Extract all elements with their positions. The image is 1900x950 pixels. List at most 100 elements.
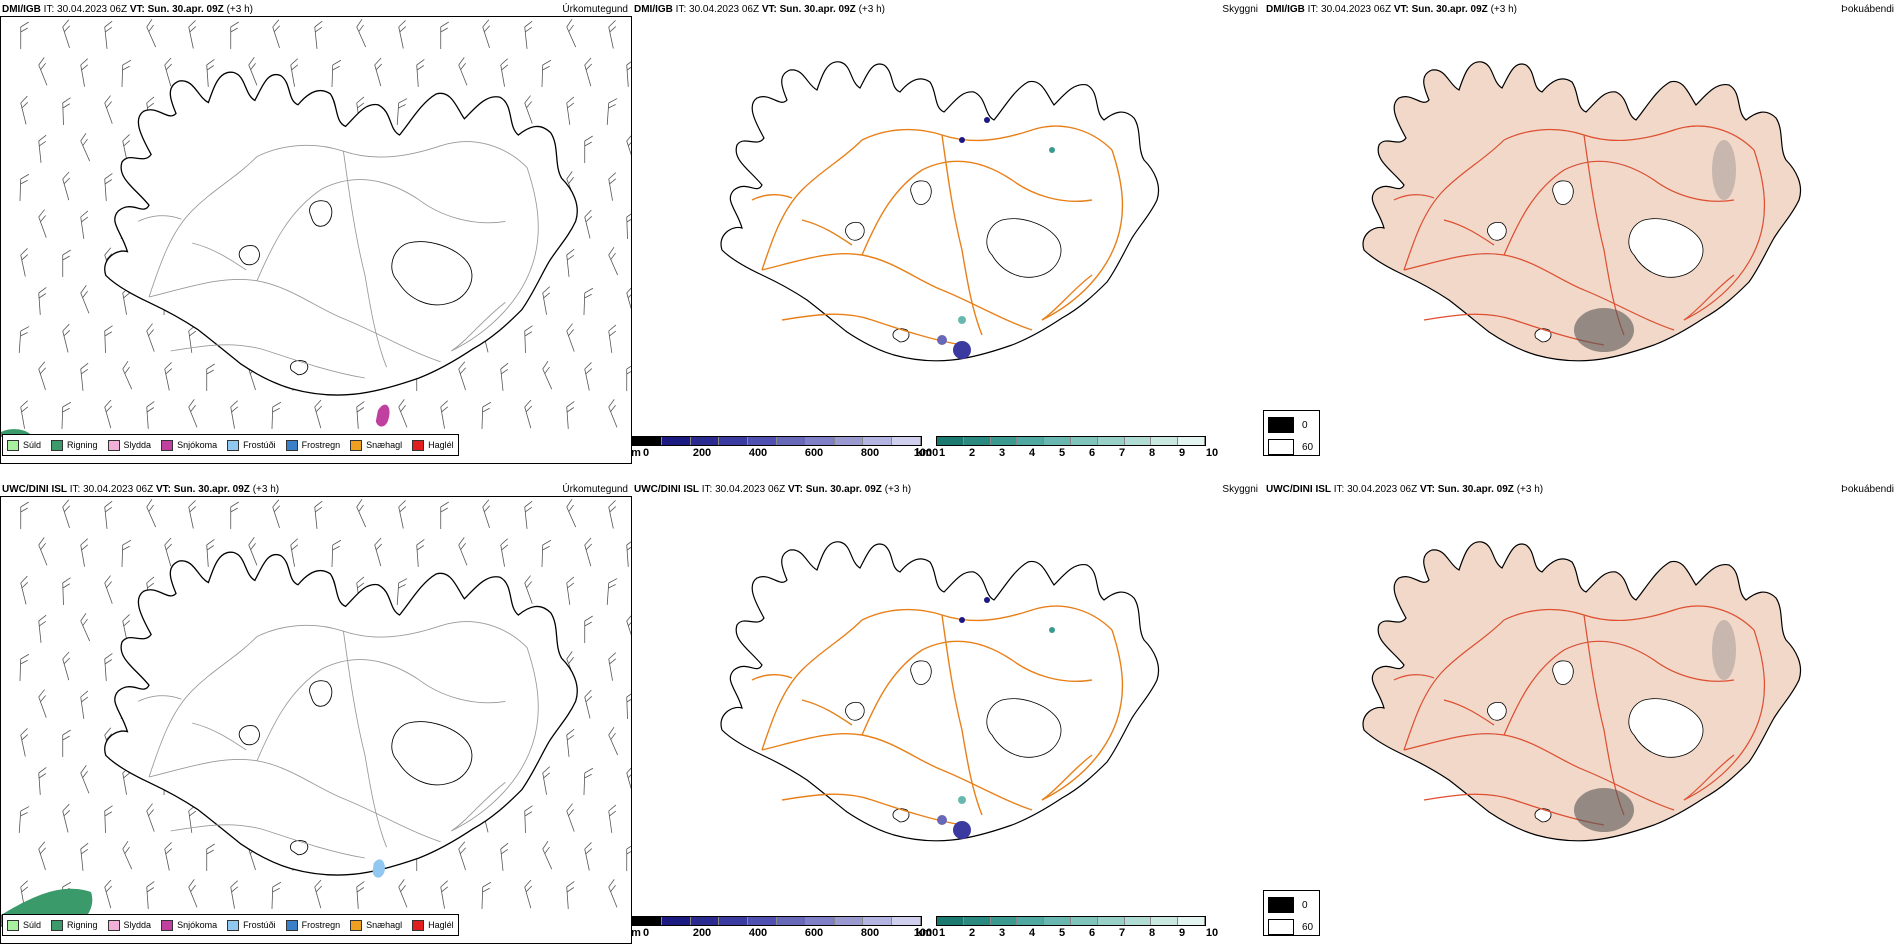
it-label: IT: (69, 484, 81, 495)
fog-legend-swatch (1268, 897, 1294, 913)
fog-legend-value: 60 (1302, 441, 1314, 453)
colorbar-cell (863, 437, 893, 445)
colorbar-cell (1044, 917, 1071, 925)
legend-label: Súld (23, 920, 42, 930)
colorbar-cell (719, 437, 749, 445)
legend-swatch (412, 919, 425, 931)
init-time: 30.04.2023 06Z (57, 4, 128, 15)
legend-label: Haglél (428, 440, 454, 450)
legend-label: Snjókoma (177, 920, 218, 930)
vt-label: VT: (787, 484, 803, 495)
model-name: DMI/IGB (2, 4, 41, 15)
init-time: 30.04.2023 06Z (689, 4, 760, 15)
fog-map[interactable] (1264, 500, 1864, 910)
colorbar-cell (963, 917, 991, 925)
colorbar-cell (1070, 437, 1098, 445)
legend-item: Snjókoma (161, 919, 218, 931)
colorbar-tick: 400 (748, 447, 768, 459)
legend-item: Frostúði (227, 439, 276, 451)
map-frame[interactable] (0, 496, 635, 944)
legend-item: Rigning (51, 919, 98, 931)
ceiling-colorbar: m 0 200 400 600 800 1000 (631, 436, 938, 461)
colorbar-cell (805, 437, 835, 445)
legend-label: Snæhagl (366, 920, 403, 930)
fog-legend-value: 0 (1302, 899, 1308, 911)
visibility-colorbar: km 1 2 3 4 5 6 7 8 9 10 (916, 436, 1218, 461)
panel-title: DMI/IGB IT: 30.04.2023 06Z VT: Sun. 30.a… (2, 4, 253, 15)
fog-legend-swatch (1268, 439, 1294, 455)
colorbar-cell (633, 437, 662, 445)
colorbar-tick: 2 (968, 927, 976, 939)
colorbar-tick: 3 (998, 927, 1006, 939)
legend-swatch (161, 919, 174, 931)
precip-map (1, 18, 635, 437)
vt-label: VT: (761, 4, 777, 15)
valid-time: Sun. 30.apr. 09Z (147, 4, 224, 15)
vt-label: VT: (155, 484, 171, 495)
legend-label: Slydda (123, 440, 152, 450)
panel-corner-title: Skyggni (1222, 484, 1258, 495)
legend-item: Snjókoma (161, 439, 217, 451)
model-name: DMI/IGB (1266, 4, 1305, 15)
colorbar-cell (1097, 917, 1125, 925)
panel-corner-title: Skyggni (1222, 4, 1258, 15)
colorbar-cell (892, 437, 921, 445)
precip-legend: Súld Rigning Slydda Snjókoma Frostúði Frostre… (2, 434, 459, 456)
legend-item: Frostúði (227, 919, 276, 931)
vt-label: VT: (1419, 484, 1435, 495)
colorbar-cell (1017, 437, 1045, 445)
colorbar-tick: 800 (860, 927, 880, 939)
it-label: IT: (43, 4, 55, 15)
panel-title: UWC/DINI ISL IT: 30.04.2023 06Z VT: Sun.… (634, 484, 911, 495)
colorbar-cell (1124, 917, 1152, 925)
colorbar-tick: 6 (1088, 447, 1096, 459)
legend-label: Slydda (123, 920, 152, 930)
colorbar-cell (776, 917, 806, 925)
colorbar-cell (661, 437, 691, 445)
colorbar-tick: 200 (692, 927, 712, 939)
colorbar-cell (990, 917, 1018, 925)
colorbar-tick: 3 (998, 447, 1006, 459)
map-frame[interactable] (0, 16, 635, 464)
ceiling-map[interactable] (632, 20, 1232, 430)
valid-time: Sun. 30.apr. 09Z (805, 484, 882, 495)
colorbar-cell (1017, 917, 1045, 925)
colorbar-tick: 5 (1058, 927, 1066, 939)
fog-legend-value: 0 (1302, 419, 1308, 431)
init-time: 30.04.2023 06Z (715, 484, 786, 495)
colorbar-cell (834, 917, 864, 925)
fog-map[interactable] (1264, 20, 1864, 430)
colorbar-cell (776, 437, 806, 445)
legend-item: Haglél (412, 439, 454, 451)
legend-swatch (7, 439, 19, 451)
colorbar-cell (1124, 437, 1152, 445)
colorbar-tick: 400 (748, 927, 768, 939)
lead-time: (+3 h) (252, 484, 280, 495)
panel-corner-title: Þokuábendi (1841, 4, 1894, 15)
precip-type-panel: UWC/DINI ISL IT: 30.04.2023 06Z VT: Sun.… (0, 480, 635, 944)
legend-swatch (51, 919, 64, 931)
legend-label: Frostregn (301, 920, 341, 930)
colorbar-cell (892, 917, 921, 925)
colorbar-tick: 8 (1148, 927, 1156, 939)
colorbar-tick: 1 (938, 927, 946, 939)
legend-label: Rigning (67, 920, 98, 930)
colorbar-cell (1151, 437, 1179, 445)
colorbar-cell (937, 917, 964, 925)
panel-corner-title: Þokuábendi (1841, 484, 1894, 495)
fog-index-panel: UWC/DINI ISL IT: 30.04.2023 06Z VT: Sun.… (1264, 480, 1900, 944)
legend-label: Haglél (428, 920, 454, 930)
legend-label: Rigning (67, 440, 98, 450)
fog-legend-value: 60 (1302, 921, 1314, 933)
precip-map (1, 498, 635, 927)
colorbar-cell (1178, 437, 1205, 445)
colorbar-tick: 4 (1028, 447, 1036, 459)
ceiling-map[interactable] (632, 500, 1232, 910)
panel-title: UWC/DINI ISL IT: 30.04.2023 06Z VT: Sun.… (1266, 484, 1543, 495)
panel-corner-title: Úrkomutegund (562, 484, 628, 495)
lead-time: (+3 h) (858, 4, 885, 15)
it-label: IT: (1307, 4, 1319, 15)
precip-legend: Súld Rigning Slydda Snjókoma Frostúði Frostre… (2, 914, 459, 936)
colorbar-cell (990, 437, 1018, 445)
valid-time: Sun. 30.apr. 09Z (1437, 484, 1514, 495)
